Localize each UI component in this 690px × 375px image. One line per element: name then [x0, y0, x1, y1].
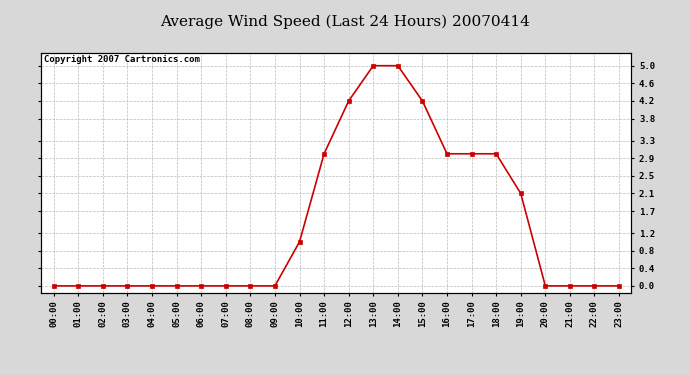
Text: Average Wind Speed (Last 24 Hours) 20070414: Average Wind Speed (Last 24 Hours) 20070…	[160, 15, 530, 29]
Text: Copyright 2007 Cartronics.com: Copyright 2007 Cartronics.com	[44, 55, 200, 64]
